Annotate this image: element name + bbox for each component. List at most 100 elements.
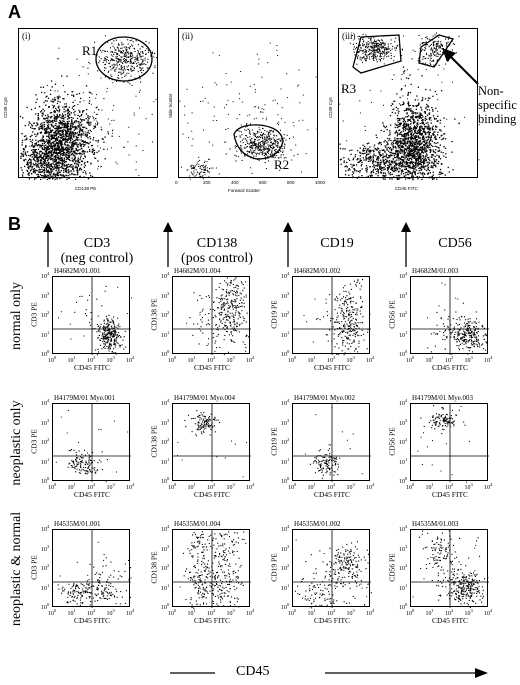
event-dot (73, 174, 74, 175)
event-dot (373, 172, 374, 173)
event-dot (30, 163, 31, 164)
event-dot (366, 42, 367, 43)
event-dot (77, 138, 78, 139)
event-dot (420, 115, 421, 116)
event-dot (57, 145, 58, 146)
event-dot (373, 53, 374, 54)
event-dot (120, 48, 121, 49)
event-dot (362, 43, 363, 44)
event-dot (422, 97, 423, 98)
event-dot (77, 161, 78, 162)
event-dot (62, 161, 63, 162)
event-dot (42, 135, 43, 136)
event-dot (105, 68, 106, 69)
event-dot (53, 106, 54, 107)
event-dot (98, 109, 99, 110)
event-dot (134, 115, 135, 116)
event-dot (401, 141, 402, 142)
event-dot (242, 160, 243, 161)
event-dot (278, 122, 279, 123)
event-dot (154, 65, 155, 66)
event-dot (436, 155, 437, 156)
event-dot (97, 146, 98, 147)
event-dot (368, 143, 369, 144)
event-dot (367, 169, 368, 170)
event-dot (47, 114, 48, 115)
event-dot (420, 141, 421, 142)
event-dot (111, 147, 112, 148)
event-dot (54, 128, 55, 129)
event-dot (358, 176, 359, 177)
event-dot (379, 154, 380, 155)
event-dot (436, 159, 437, 160)
event-dot (374, 52, 375, 53)
event-dot (274, 150, 275, 151)
event-dot (432, 146, 433, 147)
event-dot (72, 131, 73, 132)
event-dot (40, 139, 41, 140)
event-dot (443, 155, 444, 156)
event-dot (47, 117, 48, 118)
event-dot (255, 133, 256, 134)
event-dot (417, 143, 418, 144)
event-dot (74, 121, 75, 122)
event-dot (35, 177, 36, 178)
event-dot (371, 42, 372, 43)
event-dot (116, 58, 117, 59)
event-dot (95, 126, 96, 127)
event-dot (397, 136, 398, 137)
event-dot (417, 165, 418, 166)
event-dot (249, 114, 250, 115)
event-dot (119, 64, 120, 65)
event-dot (449, 171, 450, 172)
event-dot (39, 129, 40, 130)
event-dot (87, 137, 88, 138)
event-dot (219, 55, 220, 56)
event-dot (377, 48, 378, 49)
event-dot (423, 131, 424, 132)
column-header-line: (neg control) (52, 251, 142, 266)
event-dot (71, 174, 72, 175)
event-dot (240, 145, 241, 146)
event-dot (113, 46, 114, 47)
event-dot (33, 152, 34, 153)
event-dot (264, 153, 265, 154)
event-dot (39, 151, 40, 152)
event-dot (435, 108, 436, 109)
event-dot (107, 57, 108, 58)
event-dot (438, 161, 439, 162)
event-dot (386, 54, 387, 55)
event-dot (112, 82, 113, 83)
event-dot (430, 150, 431, 151)
event-dot (370, 40, 371, 41)
event-dot (34, 171, 35, 172)
event-dot (362, 153, 363, 154)
event-dot (74, 174, 75, 175)
event-dot (425, 42, 426, 43)
event-dot (137, 55, 138, 56)
event-dot (200, 166, 201, 167)
event-dot (442, 139, 443, 140)
event-dot (69, 117, 70, 118)
event-dot (443, 152, 444, 153)
event-dot (269, 136, 270, 137)
event-dot (369, 157, 370, 158)
event-dot (77, 137, 78, 138)
event-dot (245, 144, 246, 145)
event-dot (422, 119, 423, 120)
event-dot (124, 53, 125, 54)
event-dot (359, 100, 360, 101)
event-dot (362, 145, 363, 146)
event-dot (69, 135, 70, 136)
event-dot (390, 43, 391, 44)
event-dot (78, 135, 79, 136)
event-dot (97, 141, 98, 142)
event-dot (451, 152, 452, 153)
event-dot (417, 178, 418, 179)
event-dot (394, 56, 395, 57)
event-dot (425, 155, 426, 156)
event-dot (410, 144, 411, 145)
event-dot (430, 167, 431, 168)
event-dot (30, 136, 31, 137)
event-dot (46, 153, 47, 154)
